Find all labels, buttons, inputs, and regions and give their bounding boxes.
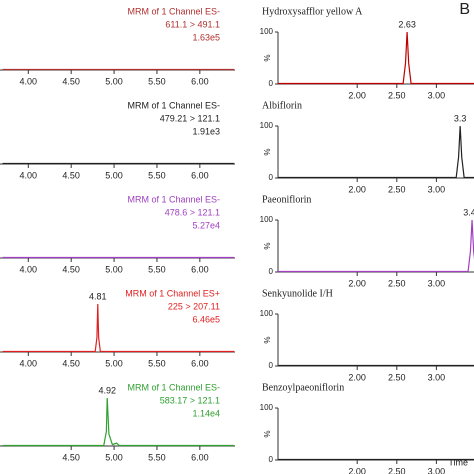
channel-info: MRM of 1 Channel ES+	[125, 288, 220, 298]
x-tick-label: 5.50	[148, 170, 166, 180]
y-axis-label: %	[263, 430, 272, 437]
x-tick-label: 4.50	[62, 264, 80, 274]
x-tick-label: 6.00	[191, 452, 209, 462]
channel-info: 5.27e4	[192, 220, 220, 230]
x-tick-label: 2.50	[388, 278, 406, 288]
x-tick-label: 2.50	[388, 372, 406, 382]
x-tick-label: 6.00	[191, 76, 209, 86]
channel-info: MRM of 1 Channel ES-	[127, 194, 220, 204]
y-tick-label: 0	[269, 173, 274, 182]
compound-name: Benzoylpaeoniflorin	[262, 382, 344, 393]
x-tick-label: 5.00	[105, 76, 123, 86]
peak-label: 3.45	[463, 207, 474, 217]
compound-name: Paeoniflorin	[262, 194, 311, 205]
x-tick-label: 2.50	[388, 466, 406, 474]
channel-info: MRM of 1 Channel ES-	[127, 100, 220, 110]
x-tick-label: 5.50	[148, 452, 166, 462]
channel-info: 611.1 > 491.1	[165, 19, 220, 29]
y-tick-label: 100	[260, 27, 274, 36]
channel-info: 6.46e5	[192, 314, 220, 324]
compound-name: Senkyunolide I/H	[262, 288, 333, 299]
x-tick-label: 5.00	[105, 452, 123, 462]
y-axis-label: %	[263, 242, 272, 249]
channel-info: 1.14e4	[192, 408, 220, 418]
peak-label: 3.3	[454, 113, 467, 123]
trace	[278, 219, 474, 273]
y-tick-label: 100	[260, 403, 274, 412]
compound-name: Albiflorin	[262, 100, 302, 111]
x-tick-label: 4.50	[62, 358, 80, 368]
channel-info: 583.17 > 121.1	[160, 395, 220, 405]
x-axis-label: Time	[448, 457, 468, 467]
trace	[2, 397, 235, 447]
peak-label: 4.81	[89, 291, 107, 301]
x-tick-label: 4.00	[20, 76, 38, 86]
y-axis-label: %	[263, 336, 272, 343]
x-tick-label: 6.00	[191, 170, 209, 180]
x-tick-label: 2.50	[388, 90, 406, 100]
x-tick-label: 4.50	[62, 452, 80, 462]
trace	[278, 125, 474, 179]
peak-label: 4.92	[98, 385, 116, 395]
x-tick-label: 2.00	[348, 278, 366, 288]
trace	[278, 31, 474, 85]
y-tick-label: 0	[269, 361, 274, 370]
x-tick-label: 4.00	[20, 264, 38, 274]
channel-info: 1.63e5	[192, 32, 220, 42]
x-tick-label: 5.00	[105, 358, 123, 368]
x-tick-label: 4.50	[62, 170, 80, 180]
y-tick-label: 100	[260, 215, 274, 224]
y-tick-label: 100	[260, 309, 274, 318]
x-tick-label: 5.50	[148, 76, 166, 86]
channel-info: 225 > 207.11	[168, 301, 220, 311]
x-tick-label: 6.00	[191, 264, 209, 274]
x-tick-label: 2.00	[348, 466, 366, 474]
trace	[2, 303, 235, 353]
x-tick-label: 4.00	[20, 358, 38, 368]
x-tick-label: 3.00	[428, 466, 446, 474]
channel-info: MRM of 1 Channel ES-	[127, 6, 220, 16]
channel-info: MRM of 1 Channel ES-	[127, 382, 220, 392]
compound-name: Hydroxysafflor yellow A	[262, 6, 363, 17]
channel-info: 1.91e3	[192, 126, 220, 136]
x-tick-label: 2.00	[348, 184, 366, 194]
y-tick-label: 0	[269, 79, 274, 88]
panel-label: B	[459, 1, 470, 18]
x-tick-label: 5.50	[148, 358, 166, 368]
y-tick-label: 0	[269, 267, 274, 276]
x-tick-label: 3.00	[428, 90, 446, 100]
x-tick-label: 6.00	[191, 358, 209, 368]
x-tick-label: 2.00	[348, 372, 366, 382]
y-tick-label: 100	[260, 121, 274, 130]
x-tick-label: 4.00	[20, 170, 38, 180]
x-tick-label: 5.00	[105, 170, 123, 180]
y-axis-label: %	[263, 54, 272, 61]
x-tick-label: 3.00	[428, 372, 446, 382]
x-tick-label: 2.50	[388, 184, 406, 194]
y-tick-label: 0	[269, 455, 274, 464]
x-tick-label: 4.50	[62, 76, 80, 86]
peak-label: 2.63	[398, 19, 416, 29]
x-tick-label: 5.50	[148, 264, 166, 274]
x-tick-label: 2.00	[348, 90, 366, 100]
channel-info: 479.21 > 121.1	[160, 113, 220, 123]
channel-info: 478.6 > 121.1	[165, 207, 220, 217]
y-axis-label: %	[263, 148, 272, 155]
x-tick-label: 3.00	[428, 184, 446, 194]
x-tick-label: 5.00	[105, 264, 123, 274]
x-tick-label: 3.00	[428, 278, 446, 288]
